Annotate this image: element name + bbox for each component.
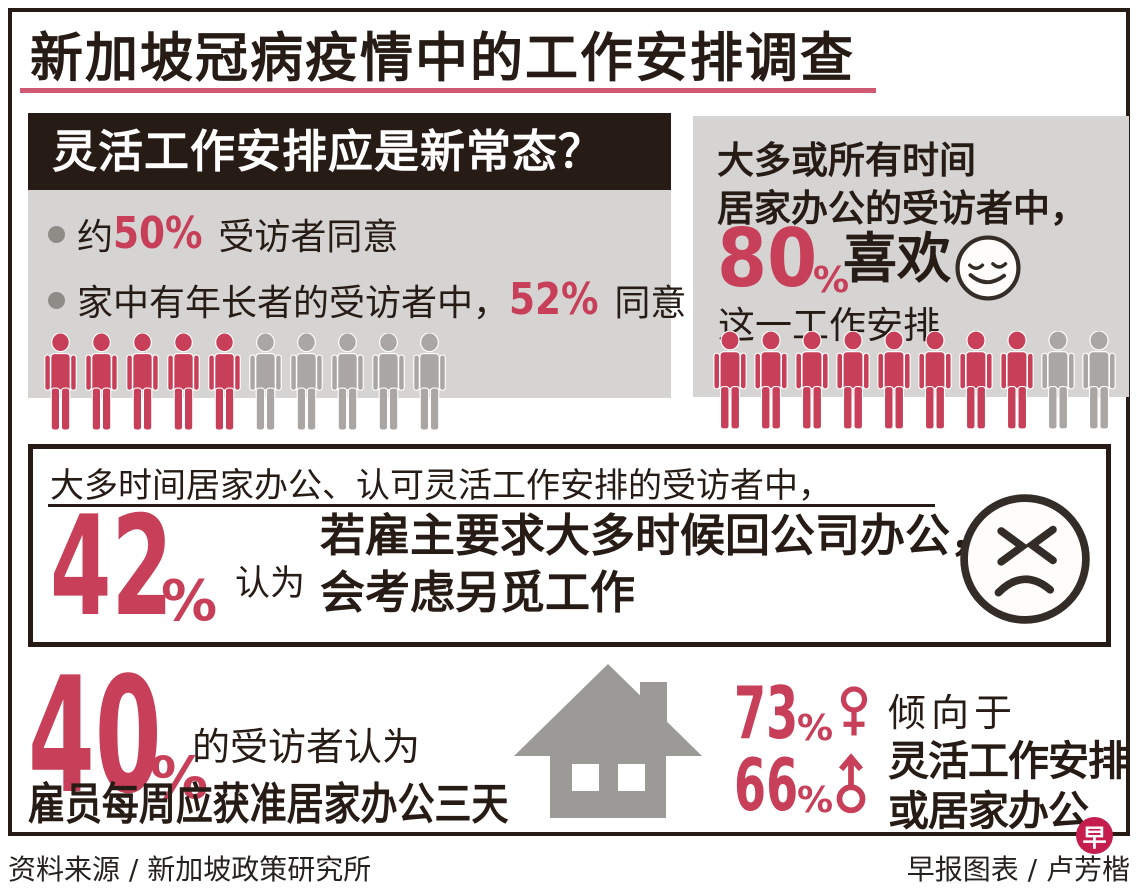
stat-value-42: 42 [50, 486, 173, 647]
angry-face-icon [960, 494, 1090, 624]
person-icon-highlighted [208, 333, 241, 430]
stat-value-52: 52% [509, 274, 599, 325]
quit-statement-line1: 若雇主要求大多时候回公司办公， [320, 509, 996, 562]
person-icon-highlighted [795, 331, 829, 429]
gender-line1: 灵活工作安排 [888, 737, 1129, 785]
person-icon-highlighted [85, 333, 118, 430]
zaobao-logo-glyph: 早 [1082, 824, 1107, 852]
person-icon-muted [413, 333, 446, 430]
person-icon-highlighted [959, 331, 993, 429]
person-icon-highlighted [877, 331, 911, 429]
person-icon-highlighted [126, 333, 159, 430]
bullet-post: 同意 [614, 283, 687, 324]
house-window [618, 764, 645, 791]
percent-sign: % [797, 708, 834, 749]
female-symbol-icon [840, 686, 868, 736]
quit-statement: 若雇主要求大多时候回公司办公， 会考虑另觅工作 [320, 507, 995, 621]
gender-lead: 倾向于 [888, 691, 1018, 735]
panel-quit: 大多时间居家办公、认可灵活工作安排的受访者中， 42 % 认为 若雇主要求大多时… [28, 444, 1111, 647]
percent-sign: % [797, 780, 834, 821]
divider-rule [48, 504, 935, 507]
percent-sign: % [150, 744, 209, 812]
wfh-keyword: 喜欢 [843, 227, 951, 290]
pictograph-row-wfh [711, 331, 1118, 429]
person-icon-highlighted [1000, 331, 1034, 429]
wfh-line2: 居家办公的受访者中， [717, 187, 1087, 230]
gender-line2: 或居家办公 [888, 787, 1089, 835]
house-icon [514, 664, 702, 818]
bullet-item-agree: 约 50% 受访者同意 [48, 208, 671, 260]
stat-value-66: 66 [734, 743, 799, 827]
footer-source: 资料来源 / 新加坡政策研究所 [8, 853, 372, 886]
zaobao-logo: 早 [1076, 817, 1113, 854]
person-icon-highlighted [44, 333, 77, 430]
stat-value-50: 50% [113, 208, 203, 259]
house-window [572, 764, 599, 791]
title-underline [20, 88, 876, 93]
bullet-pre: 约 [77, 217, 114, 258]
stat-value-80: 80 [717, 212, 818, 305]
bullet-item-elderly: 家中有年长者的受访者中， 52% 同意 [48, 274, 686, 326]
person-icon-muted [249, 333, 282, 430]
person-icon-highlighted [918, 331, 952, 429]
panel-flexible-heading: 灵活工作安排应是新常态？ [28, 113, 671, 190]
person-icon-muted [1041, 331, 1075, 429]
pictograph-row-flexible [42, 333, 448, 430]
footer-credit: 早报图表 / 卢芳楷 [906, 853, 1130, 886]
three-days-lead: 的受访者认为 [192, 725, 421, 769]
quit-statement-line2: 会考虑另觅工作 [320, 566, 636, 619]
person-icon-highlighted [836, 331, 870, 429]
smiley-face-icon [955, 235, 1021, 301]
person-icon-highlighted [713, 331, 747, 429]
person-icon-muted [331, 333, 364, 430]
person-icon-muted [372, 333, 405, 430]
bullet-dot-icon [48, 225, 65, 243]
stat-value-40: 40 [28, 642, 162, 829]
person-icon-highlighted [167, 333, 200, 430]
quit-intro: 大多时间居家办公、认可灵活工作安排的受访者中， [50, 466, 832, 506]
three-days-statement: 雇员每周应获准居家办公三天 [28, 779, 509, 830]
bullet-pre: 家中有年长者的受访者中， [77, 283, 510, 324]
bullet-dot-icon [48, 291, 65, 309]
stat-value-73: 73 [734, 671, 799, 755]
quit-verb: 认为 [235, 564, 306, 604]
percent-sign: % [161, 569, 218, 634]
person-icon-highlighted [754, 331, 788, 429]
wfh-line1: 大多或所有时间 [717, 139, 976, 182]
bullet-post: 受访者同意 [218, 217, 399, 258]
person-icon-muted [1082, 331, 1116, 429]
percent-sign: % [813, 260, 850, 301]
person-icon-muted [290, 333, 323, 430]
male-symbol-icon [836, 753, 866, 814]
page-title: 新加坡冠病疫情中的工作安排调查 [30, 28, 855, 89]
